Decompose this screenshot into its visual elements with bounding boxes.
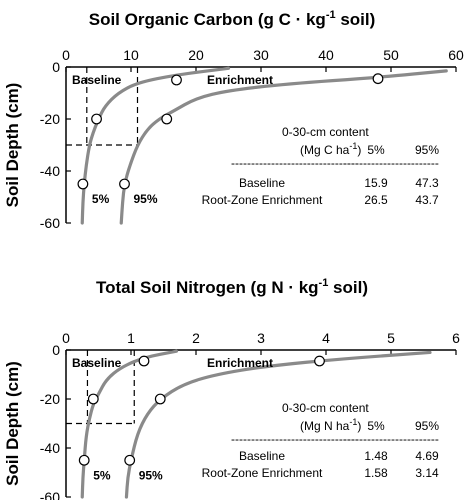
- chart-panel-1: Soil Organic Carbon (g C · kg-1 soil) 0 10…: [3, 9, 464, 231]
- x-tick-label: 4: [322, 330, 330, 346]
- data-point: [119, 178, 130, 190]
- x-tick-label: 30: [253, 47, 269, 63]
- x-tick-label: 1: [127, 330, 135, 346]
- chart-title: Total Soil Nitrogen (g N · kg-1 soil): [96, 277, 368, 297]
- data-point: [314, 355, 325, 367]
- data-point: [154, 393, 166, 405]
- x-tick-label: 2: [192, 330, 200, 346]
- table-value-5pct: 26.5: [364, 193, 388, 207]
- series-label-5pct: 5%: [92, 192, 110, 206]
- x-tick-label: 3: [257, 330, 265, 346]
- data-point: [87, 393, 99, 405]
- y-tick-label: -40: [40, 440, 60, 456]
- table-value-5pct: 1.58: [364, 466, 388, 480]
- chart-panel-2: Total Soil Nitrogen (g N · kg-1 soil) 0 1 2…: [3, 277, 460, 500]
- baseline-label: Baseline: [72, 356, 122, 370]
- table-col-5pct: 5%: [367, 419, 385, 433]
- table-units: (Mg C ha-1): [300, 141, 361, 157]
- table-rule-right: ------------------------: [343, 156, 439, 170]
- table-col-95pct: 95%: [415, 143, 439, 157]
- table-units: (Mg N ha-1): [300, 417, 361, 433]
- x-tick-label: 50: [383, 47, 399, 63]
- x-tick-label: 60: [448, 47, 464, 63]
- table-heading: 0-30-cm content: [282, 125, 369, 139]
- table-value-95pct: 3.14: [415, 466, 439, 480]
- chart-title: Soil Organic Carbon (g C · kg-1 soil): [89, 9, 376, 29]
- table-row-name: Root-Zone Enrichment: [202, 193, 323, 207]
- table-rule-right: ------------------------: [343, 432, 439, 446]
- y-tick-label: -20: [40, 111, 60, 127]
- table-value-95pct: 4.69: [415, 449, 439, 463]
- x-tick-label: 0: [62, 47, 70, 63]
- series-label-5pct: 5%: [93, 468, 111, 482]
- data-point: [161, 113, 173, 125]
- x-tick-label: 40: [318, 47, 334, 63]
- y-tick-label: 0: [52, 59, 60, 75]
- table-row-name: Baseline: [239, 449, 285, 463]
- data-point: [372, 73, 384, 85]
- x-tick-label: 0: [62, 330, 70, 346]
- y-tick-label: -60: [40, 489, 60, 500]
- y-axis-label: Soil Depth (cm): [3, 361, 22, 486]
- x-tick-label: 10: [123, 47, 139, 63]
- table-col-95pct: 95%: [415, 419, 439, 433]
- baseline-label: Baseline: [72, 73, 122, 87]
- data-point: [124, 454, 136, 466]
- enrichment-label: Enrichment: [207, 73, 273, 87]
- data-point: [91, 113, 102, 125]
- x-tick-label: 5: [387, 330, 395, 346]
- y-tick-label: -40: [40, 163, 60, 179]
- table-rule-left: --------------------------------: [231, 156, 359, 170]
- series-line-95pct: [124, 350, 432, 499]
- table-row-name: Baseline: [239, 176, 285, 190]
- enrichment-label: Enrichment: [207, 356, 273, 370]
- data-point: [77, 178, 89, 190]
- table-row-name: Root-Zone Enrichment: [202, 466, 323, 480]
- x-tick-label: 20: [188, 47, 204, 63]
- data-point: [138, 355, 150, 367]
- y-tick-label: 0: [52, 342, 60, 358]
- table-col-5pct: 5%: [367, 143, 385, 157]
- x-tick-label: 6: [452, 330, 460, 346]
- table-value-5pct: 15.9: [364, 176, 388, 190]
- table-rule-left: --------------------------------: [231, 432, 359, 446]
- y-tick-label: -60: [40, 215, 60, 231]
- series-label-95pct: 95%: [134, 192, 158, 206]
- table-heading: 0-30-cm content: [282, 401, 369, 415]
- data-point: [78, 454, 90, 466]
- table-value-95pct: 43.7: [415, 193, 439, 207]
- y-tick-label: -20: [40, 391, 60, 407]
- series-label-95pct: 95%: [139, 468, 163, 482]
- table-value-95pct: 47.3: [415, 176, 439, 190]
- table-value-5pct: 1.48: [364, 449, 388, 463]
- y-axis-label: Soil Depth (cm): [3, 83, 22, 208]
- data-point: [171, 74, 182, 86]
